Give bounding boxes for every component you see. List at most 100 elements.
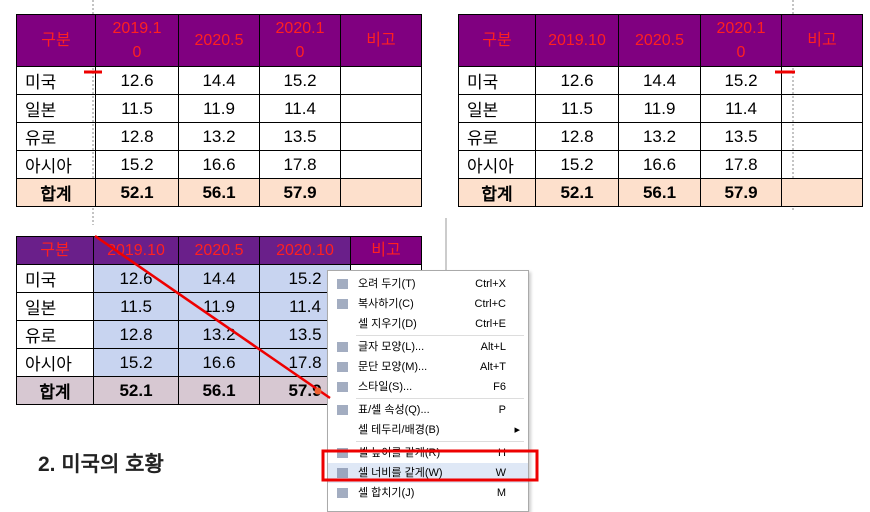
total-row: 합계 52.1 56.1 57.9: [458, 178, 863, 207]
menu-label: 복사하기(C): [358, 298, 414, 310]
note-cell: [340, 66, 422, 95]
label-cell: 미국: [16, 66, 96, 95]
heading: 2. 미국의 호황: [38, 453, 164, 476]
menu-item[interactable]: 글자 모양(L)... Alt+L: [328, 337, 528, 357]
value-cell: 13.2: [178, 122, 260, 151]
header-cell: 2019.10: [535, 14, 619, 67]
header-cell: 2020.10: [259, 236, 351, 265]
note-cell: [340, 122, 422, 151]
menu-item[interactable]: 셀 높이를 같게(R) H: [328, 443, 528, 463]
menu-label: 문단 모양(M)...: [358, 361, 428, 373]
header-cell: 비고: [781, 14, 863, 67]
value-cell: 15.2: [535, 150, 619, 179]
submenu-arrow: ▸: [514, 424, 520, 436]
data-row: 아시아 15.2 16.6 17.8: [16, 150, 422, 179]
menu-shortcut: H: [498, 447, 506, 459]
menu-shortcut: Alt+L: [480, 341, 506, 353]
label-cell: 합계: [16, 376, 94, 405]
header-cell: 2020.10: [259, 14, 341, 67]
value-cell: 12.8: [535, 122, 619, 151]
value-cell: 52.1: [95, 178, 179, 207]
menu-icon: [337, 488, 348, 498]
header-cell: 2019.10: [93, 236, 179, 265]
menu-label: 셀 테두리/배경(B): [358, 424, 440, 436]
value-cell: 11.4: [259, 94, 341, 123]
note-cell: [781, 94, 863, 123]
value-cell: 13.2: [178, 320, 260, 349]
value-cell: 11.5: [95, 94, 179, 123]
value-cell: 17.8: [700, 150, 782, 179]
menu-item[interactable]: 셀 테두리/배경(B) ▸: [328, 420, 528, 440]
value-cell: 12.6: [535, 66, 619, 95]
value-cell: 15.2: [259, 66, 341, 95]
menu-shortcut: W: [495, 467, 506, 479]
menu-item[interactable]: 셀 지우기(D) Ctrl+E: [328, 314, 528, 334]
menu-item[interactable]: 스타일(S)... F6: [328, 377, 528, 397]
menu-shortcut: Ctrl+E: [475, 318, 506, 330]
table: 구분 2019.10 2020.5 2020.10 비고 미국 12.6 14.4 15.2 일본…: [458, 14, 863, 207]
value-cell: 12.6: [95, 66, 179, 95]
menu-item[interactable]: 복사하기(C) Ctrl+C: [328, 294, 528, 314]
value-cell: 12.8: [95, 122, 179, 151]
menu-icon: [337, 299, 348, 309]
header-cell: 구분: [458, 14, 536, 67]
menu-item[interactable]: 셀 합치기(J) M: [328, 483, 528, 503]
menu-item[interactable]: 표/셀 속성(Q)... P: [328, 400, 528, 420]
value-cell: 13.2: [618, 122, 701, 151]
header-row: 구분 2019.10 2020.5 2020.10 비고: [16, 236, 422, 265]
value-cell: 16.6: [178, 348, 260, 377]
value-cell: 52.1: [535, 178, 619, 207]
menu-label: 오려 두기(T): [358, 278, 416, 290]
menu-label: 글자 모양(L)...: [358, 341, 425, 353]
note-cell: [340, 94, 422, 123]
note-cell: [340, 150, 422, 179]
menu-item[interactable]: 문단 모양(M)... Alt+T: [328, 357, 528, 377]
label-cell: 유로: [16, 122, 96, 151]
menu-separator: [356, 441, 524, 442]
value-cell: 11.5: [93, 292, 179, 321]
value-cell: 11.9: [178, 94, 260, 123]
label-cell: 미국: [458, 66, 536, 95]
label-cell: 미국: [16, 264, 94, 293]
value-cell: 56.1: [178, 178, 260, 207]
note-cell: [781, 122, 863, 151]
menu-icon: [337, 468, 348, 478]
menu-separator: [356, 398, 524, 399]
note-cell: [781, 66, 863, 95]
value-cell: 13.5: [259, 122, 341, 151]
value-cell: 15.2: [93, 348, 179, 377]
header-cell: 2020.10: [700, 14, 782, 67]
table: 구분 2019.10 2020.5 2020.10 비고 미국 12.6 14.4 15.2 일본…: [16, 14, 422, 207]
menu-shortcut: F6: [493, 381, 506, 393]
note-cell: [781, 150, 863, 179]
menu-label: 셀 너비를 같게(W): [358, 467, 443, 479]
data-row: 일본 11.5 11.9 11.4: [458, 94, 863, 123]
menu-label: 셀 높이를 같게(R): [358, 447, 441, 459]
menu-shortcut: Ctrl+X: [475, 278, 506, 290]
menu-label: 스타일(S)...: [358, 381, 413, 393]
label-cell: 아시아: [16, 150, 96, 179]
value-cell: 11.9: [618, 94, 701, 123]
value-cell: 12.6: [93, 264, 179, 293]
value-cell: 14.4: [178, 264, 260, 293]
value-cell: 52.1: [93, 376, 179, 405]
label-cell: 아시아: [458, 150, 536, 179]
menu-item[interactable]: 셀 너비를 같게(W) W: [328, 463, 528, 483]
menu-label: 셀 합치기(J): [358, 487, 415, 499]
label-cell: 일본: [458, 94, 536, 123]
menu-icon: [337, 382, 348, 392]
label-cell: 유로: [16, 320, 94, 349]
value-cell: 16.6: [178, 150, 260, 179]
data-row: 일본 11.5 11.9 11.4: [16, 94, 422, 123]
value-cell: 14.4: [178, 66, 260, 95]
value-cell: 56.1: [178, 376, 260, 405]
value-cell: 14.4: [618, 66, 701, 95]
menu-item[interactable]: 오려 두기(T) Ctrl+X: [328, 274, 528, 294]
menu-separator: [356, 335, 524, 336]
header-cell: 2020.5: [178, 236, 260, 265]
header-row: 구분 2019.10 2020.5 2020.10 비고: [458, 14, 863, 67]
menu-shortcut: Ctrl+C: [474, 298, 506, 310]
label-cell: 합계: [16, 178, 96, 207]
label-cell: 유로: [458, 122, 536, 151]
header-cell: 2020.5: [178, 14, 260, 67]
